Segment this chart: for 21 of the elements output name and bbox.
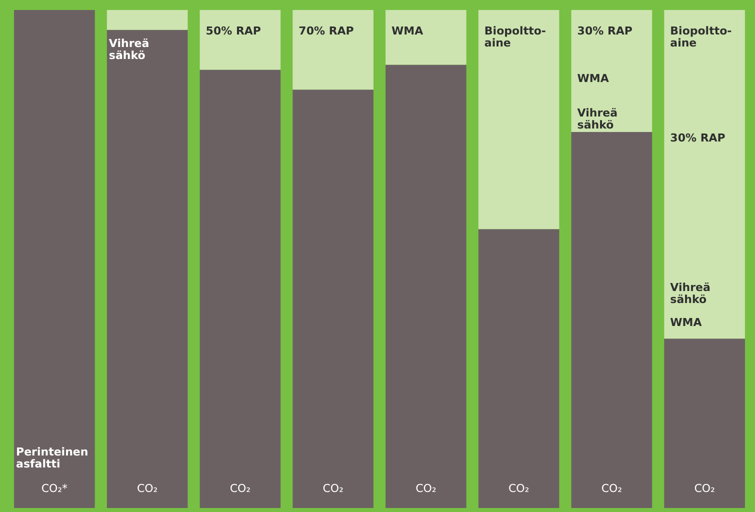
x-tick-label: CO₂ — [230, 482, 251, 495]
x-tick-label: CO₂ — [694, 482, 715, 495]
x-tick-label: CO₂* — [41, 482, 68, 495]
x-tick-label: CO₂ — [136, 482, 158, 495]
annotation: 30% RAP — [670, 132, 726, 145]
annotation: Vihreä sähkö — [108, 36, 150, 62]
annotation: Vihreä sähkö — [577, 106, 618, 132]
x-tick-label: CO₂ — [416, 482, 436, 495]
x-tick-label: CO₂ — [322, 482, 344, 495]
annotation: Perinteinen asfaltti — [16, 445, 88, 470]
annotation: 30% RAP — [577, 24, 633, 38]
annotation: 50% RAP — [206, 24, 262, 38]
annotation: WMA — [577, 72, 610, 85]
annotation: WMA — [392, 24, 424, 38]
annotation: Vihreä sähkö — [670, 280, 710, 306]
x-tick-label: CO₂ — [508, 482, 530, 495]
annotation: WMA — [670, 316, 702, 329]
annotation: Biopoltto- aine — [484, 24, 546, 50]
x-tick-label: CO₂ — [601, 482, 622, 495]
annotation: 70% RAP — [298, 24, 354, 38]
annotation: Biopoltto- aine — [670, 24, 732, 50]
